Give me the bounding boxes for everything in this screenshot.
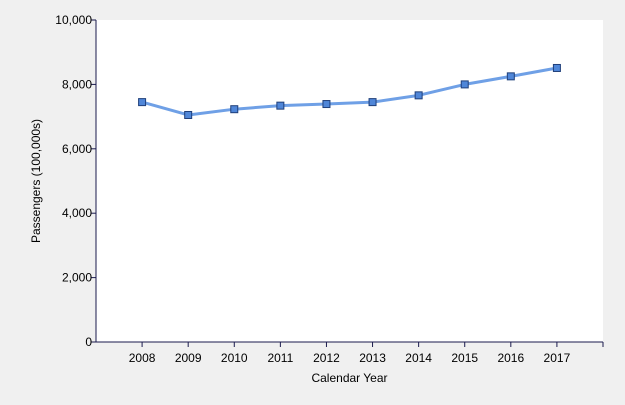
data-point-marker [184, 110, 193, 119]
series-layer [138, 63, 561, 119]
data-point-marker [506, 72, 515, 81]
y-tick-label: 10,000 [55, 13, 92, 27]
y-tick-label: 0 [85, 335, 92, 349]
axes: 0 2,000 4,000 6,000 8,000 10,000 2008 2009 2010… [55, 13, 604, 365]
y-tick-label: 8,000 [62, 77, 92, 91]
x-tick-label: 2013 [359, 351, 386, 365]
data-point-marker [552, 63, 561, 72]
x-axis-label: Calendar Year [311, 371, 387, 385]
y-tick-label: 6,000 [62, 142, 92, 156]
data-point-marker [322, 100, 331, 109]
x-tick-label: 2017 [544, 351, 571, 365]
series-line [141, 66, 558, 117]
plot-area [96, 20, 603, 342]
y-tick-label: 4,000 [62, 206, 92, 220]
x-tick-label: 2014 [405, 351, 432, 365]
x-tick-label: 2008 [129, 351, 156, 365]
y-tick-label: 2,000 [62, 271, 92, 285]
x-tick-label: 2010 [221, 351, 248, 365]
data-point-marker [368, 98, 377, 107]
x-tick-label: 2009 [175, 351, 202, 365]
y-axis-label: Passengers (100,000s) [29, 119, 43, 243]
data-point-marker [230, 105, 239, 114]
data-point-marker [138, 98, 147, 107]
data-point-marker [276, 101, 285, 110]
x-tick-label: 2011 [267, 351, 293, 365]
x-tick-label: 2012 [313, 351, 340, 365]
x-tick-label: 2015 [451, 351, 478, 365]
x-tick-label: 2016 [497, 351, 524, 365]
data-point-marker [414, 91, 423, 100]
x-axis-ticks: 2008 2009 2010 2011 2012 2013 2014 2015 2016 2017 [129, 342, 604, 365]
y-axis-ticks: 0 2,000 4,000 6,000 8,000 10,000 [55, 13, 96, 349]
data-point-marker [460, 80, 469, 89]
